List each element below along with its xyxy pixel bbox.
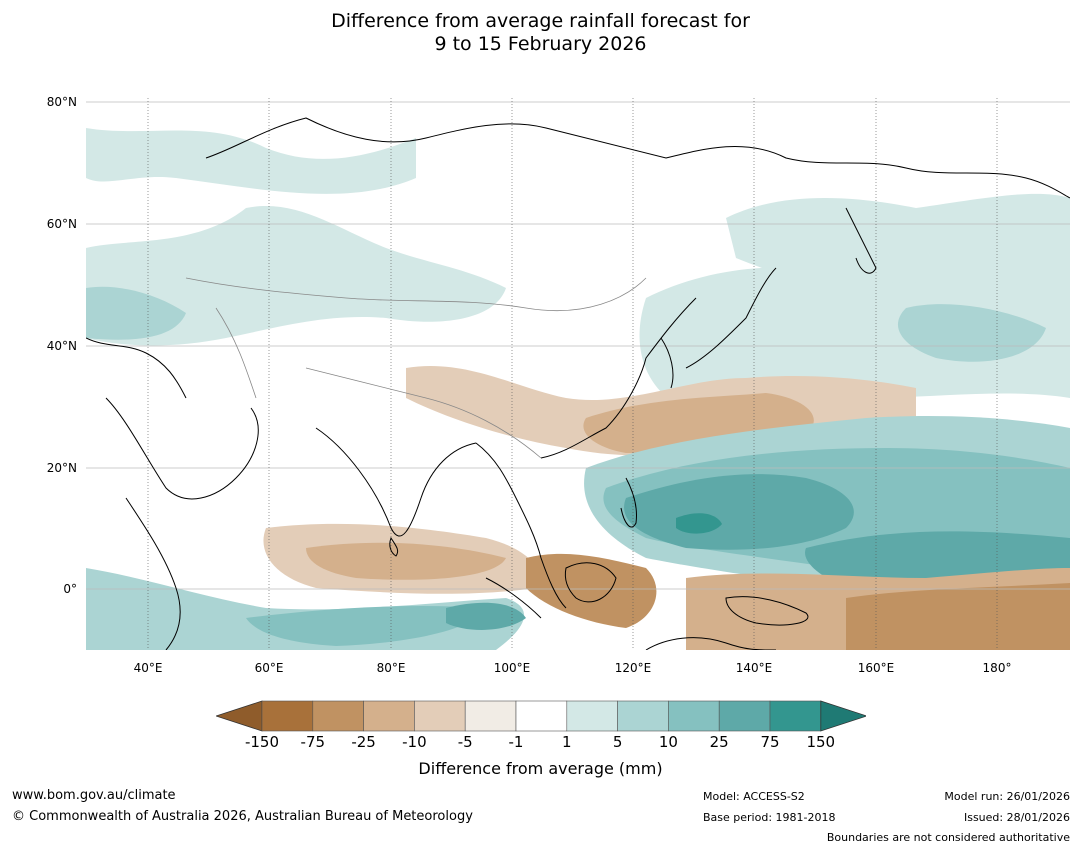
title-line-2: 9 to 15 February 2026 xyxy=(434,33,647,55)
colorbar-tick-label: -5 xyxy=(457,733,473,751)
footer-model: Model: ACCESS-S2 xyxy=(703,790,805,803)
colorbar-swatch-6 xyxy=(566,700,618,732)
coastlines xyxy=(86,117,1070,650)
footer-base-period: Base period: 1981-2018 xyxy=(703,811,836,824)
colorbar-tick-label: 75 xyxy=(760,733,780,751)
lat-label-80n: 80°N xyxy=(46,95,77,109)
lat-label-20n: 20°N xyxy=(46,461,77,475)
colorbar-under-arrow xyxy=(214,700,263,732)
colorbar-swatch-3 xyxy=(414,700,466,732)
colorbar-tick-label: -150 xyxy=(244,733,280,751)
region-caspian-wet xyxy=(86,286,186,340)
colorbar xyxy=(214,700,869,736)
footer-url[interactable]: www.bom.gov.au/climate xyxy=(12,788,176,803)
colorbar-swatch-9 xyxy=(718,700,771,732)
lat-label-40n: 40°N xyxy=(46,339,77,353)
map-canvas xyxy=(86,98,1070,650)
lon-label-100e: 100°E xyxy=(493,661,531,675)
colorbar-tick-label: 1 xyxy=(562,733,572,751)
region-indian-ocean-wet-patch xyxy=(446,602,526,630)
colorbar-swatches xyxy=(214,700,869,732)
colorbar-tick-label: -25 xyxy=(351,733,376,751)
colorbar-tick-label: -10 xyxy=(402,733,427,751)
region-north-pacific-wet xyxy=(639,267,1070,411)
region-south-pacific-dry-core xyxy=(846,583,1070,650)
lat-label-0: 0° xyxy=(63,582,77,596)
colorbar-tick-label: -75 xyxy=(300,733,326,751)
footer-disclaimer: Boundaries are not considered authoritat… xyxy=(826,831,1070,844)
lon-label-80e: 80°E xyxy=(376,661,406,675)
region-arctic-wet xyxy=(86,128,416,194)
region-indonesia-dry xyxy=(526,553,657,628)
lon-label-180: 180° xyxy=(982,661,1012,675)
lon-label-160e: 160°E xyxy=(857,661,895,675)
colorbar-swatch-2 xyxy=(363,700,415,732)
lon-label-120e: 120°E xyxy=(614,661,652,675)
lat-label-60n: 60°N xyxy=(46,217,77,231)
colorbar-title: Difference from average (mm) xyxy=(418,759,663,778)
footer-copyright: © Commonwealth of Australia 2026, Austra… xyxy=(12,809,473,824)
footer-issued: Issued: 28/01/2026 xyxy=(963,811,1070,824)
colorbar-tick-label: 10 xyxy=(658,733,678,751)
colorbar-tick-label: 5 xyxy=(612,733,623,751)
colorbar-swatch-1 xyxy=(312,700,364,732)
rainfall-anomaly-map xyxy=(86,98,1070,650)
colorbar-swatch-4 xyxy=(464,700,517,732)
colorbar-tick-label: 25 xyxy=(709,733,729,751)
colorbar-swatch-8 xyxy=(668,700,720,732)
region-north-pacific-wet-core xyxy=(897,304,1046,362)
chart-title: Difference from average rainfall forecas… xyxy=(0,10,1081,56)
colorbar-swatch-0 xyxy=(261,700,314,732)
region-indian-ocean-dry-core xyxy=(306,542,506,580)
region-central-asia-wet xyxy=(86,206,506,346)
colorbar-tick-label: -1 xyxy=(508,733,524,751)
footer-model-run: Model run: 26/01/2026 xyxy=(944,790,1070,803)
colorbar-swatch-10 xyxy=(769,700,822,732)
colorbar-tick-label: 150 xyxy=(806,733,836,751)
colorbar-over-arrow xyxy=(820,700,869,732)
colorbar-swatch-7 xyxy=(617,700,669,732)
lon-label-60e: 60°E xyxy=(254,661,284,675)
region-philippine-sea-core xyxy=(676,513,722,534)
title-line-1: Difference from average rainfall forecas… xyxy=(331,10,750,32)
lon-label-140e: 140°E xyxy=(735,661,773,675)
anomaly-shading xyxy=(86,128,1070,650)
meridians xyxy=(147,98,998,650)
graticule xyxy=(86,101,1070,590)
country-borders xyxy=(185,277,647,459)
lon-label-40e: 40°E xyxy=(133,661,163,675)
colorbar-swatch-5 xyxy=(515,700,568,732)
region-south-indian-wet-core xyxy=(246,606,486,646)
